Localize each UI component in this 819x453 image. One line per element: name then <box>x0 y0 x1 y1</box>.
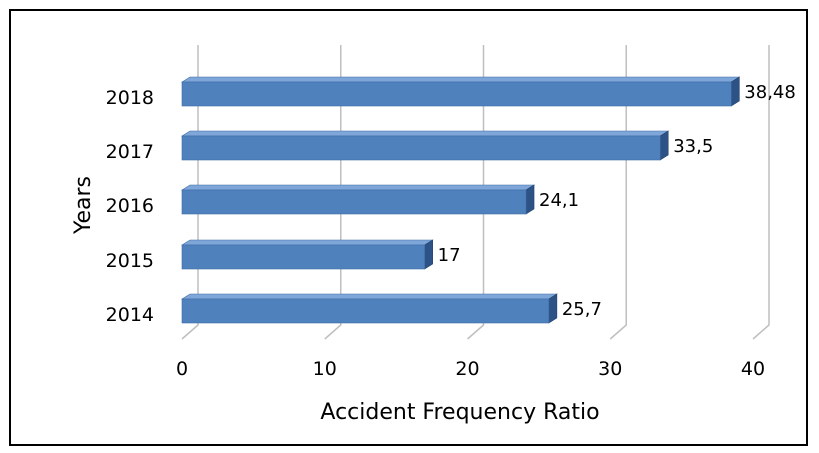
bars <box>180 76 741 324</box>
x-tick-label-2: 20 <box>455 358 479 380</box>
bar-front-face <box>181 135 661 161</box>
data-label-2017: 33,5 <box>673 136 713 157</box>
bar-side-face <box>548 293 558 324</box>
category-labels: 2018 2017 2016 2015 2014 <box>106 87 154 326</box>
bar-front-face <box>181 298 550 324</box>
bar-2014 <box>180 293 558 324</box>
data-labels: 38,48 33,5 24,1 17 25,7 <box>438 82 796 320</box>
data-label-2014: 25,7 <box>562 299 602 320</box>
bar-top-face <box>180 293 558 300</box>
bar-2017 <box>180 130 670 161</box>
bar-top-face <box>180 130 670 137</box>
chart-frame: 2018 2017 2016 2015 2014 0 10 20 30 40 38,48 33,5… <box>9 9 808 446</box>
x-axis-title: Accident Frequency Ratio <box>320 400 599 425</box>
data-label-2016: 24,1 <box>539 190 579 211</box>
bar-side-face <box>424 239 433 270</box>
y-axis-title: Years <box>71 176 96 235</box>
x-tick-label-4: 40 <box>741 358 765 380</box>
category-label-2017: 2017 <box>106 141 154 163</box>
bar-2015 <box>180 239 434 270</box>
bar-side-face <box>659 130 669 161</box>
bar-top-face <box>180 76 741 83</box>
bar-side-face <box>525 184 535 215</box>
bar-top-face <box>180 184 536 191</box>
category-label-2014: 2014 <box>106 304 154 326</box>
category-label-2015: 2015 <box>106 250 154 272</box>
x-tick-label-3: 30 <box>598 358 622 380</box>
bar-front-face <box>181 244 425 270</box>
bar-2018 <box>180 76 741 107</box>
data-label-2015: 17 <box>438 245 461 266</box>
data-label-2018: 38,48 <box>744 82 796 103</box>
gridline-4 <box>752 45 770 340</box>
bar-chart: 2018 2017 2016 2015 2014 0 10 20 30 40 38,48 33,5… <box>71 45 796 425</box>
category-label-2018: 2018 <box>106 87 154 109</box>
bar-side-face <box>731 76 740 107</box>
category-label-2016: 2016 <box>106 195 154 217</box>
bar-top-face <box>180 239 434 246</box>
bar-2016 <box>180 184 536 215</box>
bar-front-face <box>181 81 732 107</box>
x-tick-label-1: 10 <box>313 358 337 380</box>
bar-front-face <box>181 189 527 215</box>
x-tick-labels: 0 10 20 30 40 <box>176 358 765 380</box>
x-tick-label-0: 0 <box>176 358 188 380</box>
